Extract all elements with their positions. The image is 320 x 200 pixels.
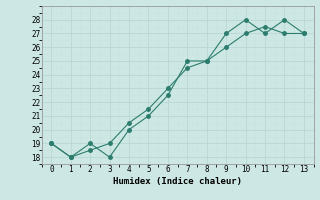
X-axis label: Humidex (Indice chaleur): Humidex (Indice chaleur) [113,177,242,186]
